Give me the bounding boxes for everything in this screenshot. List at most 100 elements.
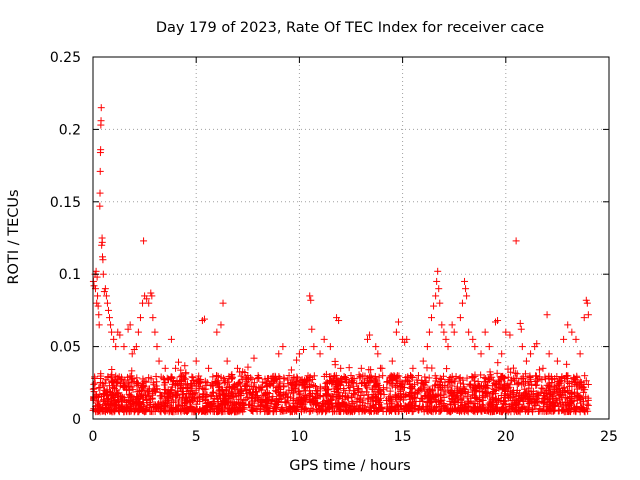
band-point	[240, 396, 248, 404]
data-point	[101, 285, 109, 293]
data-point	[458, 299, 466, 307]
band-point	[176, 382, 184, 390]
band-point	[431, 396, 439, 404]
chart-title: Day 179 of 2023, Rate Of TEC Index for r…	[156, 20, 544, 36]
band-point	[248, 393, 256, 401]
band-point	[563, 395, 571, 403]
band-point	[163, 407, 171, 415]
band-point	[135, 387, 143, 395]
band-point	[369, 394, 377, 402]
band-point	[510, 405, 518, 413]
band-point	[189, 374, 197, 382]
band-point	[306, 374, 314, 382]
data-point	[192, 357, 200, 365]
band-point	[296, 390, 304, 398]
band-point	[397, 393, 405, 401]
data-point	[92, 267, 100, 275]
band-point	[453, 407, 461, 415]
band-point	[226, 392, 234, 400]
band-point	[292, 396, 300, 404]
band-point	[271, 402, 279, 410]
band-point	[423, 407, 431, 415]
band-point	[545, 381, 553, 389]
band-point	[539, 385, 547, 393]
band-point	[287, 366, 295, 374]
data-points	[89, 104, 592, 382]
band-point	[379, 372, 387, 380]
band-point	[310, 372, 318, 380]
band-point	[281, 398, 289, 406]
data-point	[110, 335, 118, 343]
band-point	[111, 376, 119, 384]
band-point	[496, 376, 504, 384]
data-point	[153, 343, 161, 351]
data-point	[136, 314, 144, 322]
band-point	[474, 378, 482, 386]
band-point	[393, 398, 401, 406]
band-point	[199, 406, 207, 414]
band-point	[130, 401, 138, 409]
band-point	[324, 400, 332, 408]
band-point	[168, 383, 176, 391]
y-tick-label: 0.1	[59, 267, 81, 283]
data-point	[95, 321, 103, 329]
data-point	[128, 350, 136, 358]
band-point	[188, 373, 196, 381]
data-point	[96, 167, 104, 175]
band-point	[329, 377, 337, 385]
band-point	[269, 382, 277, 390]
band-point	[541, 375, 549, 383]
data-point	[244, 372, 252, 380]
data-point	[93, 273, 101, 281]
data-point	[388, 357, 396, 365]
band-point	[98, 405, 106, 413]
band-point	[532, 372, 540, 380]
data-point	[233, 364, 241, 372]
data-point	[326, 343, 334, 351]
band-point	[237, 372, 245, 380]
band-point	[431, 372, 439, 380]
band-point	[387, 372, 395, 380]
band-point	[443, 365, 451, 373]
band-point	[573, 396, 581, 404]
band-point	[515, 380, 523, 388]
band-point	[95, 404, 103, 412]
band-point	[313, 387, 321, 395]
data-point	[306, 292, 314, 300]
band-point	[276, 392, 284, 400]
band-point	[464, 388, 472, 396]
band-point	[538, 376, 546, 384]
band-point	[416, 386, 424, 394]
data-point	[469, 335, 477, 343]
band-point	[93, 399, 101, 407]
band-point	[424, 385, 432, 393]
band-point	[368, 393, 376, 401]
band-point	[207, 382, 215, 390]
band-point	[222, 387, 230, 395]
band-point	[367, 374, 375, 382]
band-point	[267, 400, 275, 408]
band-point	[490, 386, 498, 394]
data-point	[97, 104, 105, 112]
band-point	[440, 400, 448, 408]
band-point	[179, 387, 187, 395]
band-point	[448, 377, 456, 385]
band-point	[249, 385, 257, 393]
band-point	[323, 378, 331, 386]
data-point	[250, 354, 258, 362]
band-point	[522, 388, 530, 396]
band-point	[375, 405, 383, 413]
band-point	[293, 373, 301, 381]
band-point	[536, 405, 544, 413]
band-point	[126, 392, 134, 400]
band-point	[526, 372, 534, 380]
band-point	[313, 399, 321, 407]
band-point	[332, 372, 340, 380]
band-point	[313, 390, 321, 398]
data-point	[463, 292, 471, 300]
data-point	[182, 369, 190, 377]
band-point	[488, 406, 496, 414]
band-point	[532, 381, 540, 389]
band-point	[336, 381, 344, 389]
band-point	[363, 384, 371, 392]
